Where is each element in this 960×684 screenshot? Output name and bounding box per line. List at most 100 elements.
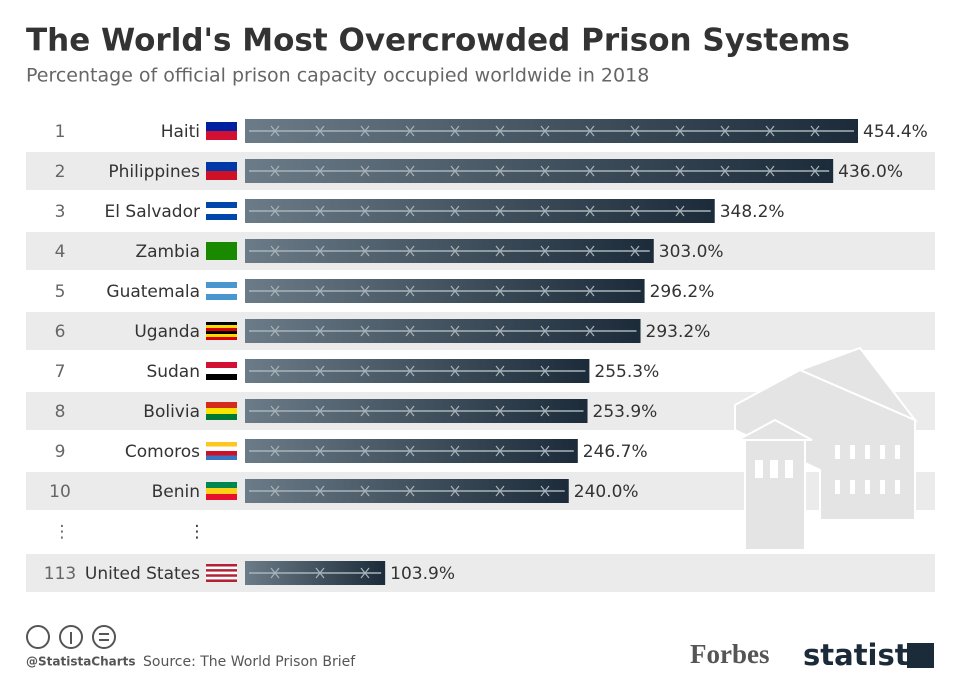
barb	[360, 205, 370, 217]
barb	[405, 285, 415, 297]
flag	[206, 162, 237, 171]
flag	[206, 402, 237, 408]
barb	[450, 165, 460, 177]
flag	[206, 202, 237, 208]
category-label: United States	[85, 564, 200, 584]
barb	[495, 485, 505, 497]
flag	[206, 294, 237, 300]
barb	[315, 405, 325, 417]
value-label: 246.7%	[583, 442, 648, 462]
barb	[315, 205, 325, 217]
barb	[405, 405, 415, 417]
barb	[405, 125, 415, 137]
flag	[206, 368, 237, 374]
logo-forbes: Forbes	[690, 639, 769, 669]
flag	[206, 214, 237, 220]
barb	[315, 567, 325, 579]
value-label: 240.0%	[574, 482, 639, 502]
barb	[540, 405, 550, 417]
barb	[450, 245, 460, 257]
barb	[270, 165, 280, 177]
flag	[206, 331, 237, 334]
flag	[206, 494, 237, 500]
value-label: 253.9%	[593, 402, 658, 422]
barb	[315, 245, 325, 257]
barb	[270, 445, 280, 457]
flag	[206, 208, 237, 214]
barb	[450, 405, 460, 417]
source: Source: The World Prison Brief	[143, 654, 356, 670]
value-label: 255.3%	[594, 362, 659, 382]
rank-label: 2	[55, 162, 66, 182]
barb	[360, 245, 370, 257]
barb	[540, 245, 550, 257]
flag	[206, 414, 237, 420]
barb	[405, 245, 415, 257]
flag	[206, 571, 237, 575]
barb	[585, 245, 595, 257]
barb	[810, 125, 820, 137]
barb	[540, 485, 550, 497]
rank-label: 9	[55, 442, 66, 462]
barb	[540, 325, 550, 337]
flag	[206, 451, 237, 456]
category-label: Bolivia	[143, 402, 200, 422]
value-label: 454.4%	[863, 122, 928, 142]
barb	[405, 485, 415, 497]
handle: @StatistaCharts	[26, 655, 136, 669]
barb	[405, 205, 415, 217]
rows: 1 Haiti 454.4% 2 Philippines 436.0% 3 El Salvad…	[26, 119, 935, 592]
barb	[450, 365, 460, 377]
barb	[495, 325, 505, 337]
category-label: Haiti	[161, 122, 200, 142]
flag	[206, 569, 237, 572]
rank-label: 7	[55, 362, 66, 382]
barb	[270, 405, 280, 417]
cc-icons	[26, 625, 116, 649]
flag	[206, 446, 237, 451]
barb	[630, 165, 640, 177]
flag	[206, 337, 237, 340]
barb	[360, 567, 370, 579]
barb	[360, 325, 370, 337]
barb	[585, 205, 595, 217]
rank-label: 5	[55, 282, 66, 302]
barb	[765, 165, 775, 177]
barb	[540, 445, 550, 457]
barb	[270, 567, 280, 579]
barb	[270, 125, 280, 137]
value-label: 348.2%	[720, 202, 785, 222]
rank-label: 1	[55, 122, 66, 142]
barb	[315, 445, 325, 457]
row-band	[26, 554, 935, 592]
barb	[495, 245, 505, 257]
barb	[270, 285, 280, 297]
barb	[450, 325, 460, 337]
chart-subtitle: Percentage of official prison capacity o…	[26, 65, 649, 87]
barb	[450, 285, 460, 297]
flag	[206, 322, 237, 325]
rank-label: 6	[55, 322, 66, 342]
barb	[630, 205, 640, 217]
barb	[360, 485, 370, 497]
barb	[495, 165, 505, 177]
chart-title: The World's Most Overcrowded Prison Syst…	[26, 23, 850, 59]
barb	[450, 445, 460, 457]
barb	[315, 485, 325, 497]
value-label: 293.2%	[646, 322, 711, 342]
category-label: Philippines	[108, 162, 200, 182]
category-label: Guatemala	[106, 282, 200, 302]
rank-label: 10	[49, 482, 71, 502]
barb	[540, 125, 550, 137]
flag	[206, 566, 237, 570]
barb	[360, 405, 370, 417]
flag	[206, 325, 237, 328]
rank-label: 8	[55, 402, 66, 422]
barb	[675, 125, 685, 137]
rank-label: 3	[55, 202, 66, 222]
barb	[315, 285, 325, 297]
barb	[405, 165, 415, 177]
ellipsis: ⋮	[189, 522, 206, 542]
flag	[206, 362, 237, 368]
